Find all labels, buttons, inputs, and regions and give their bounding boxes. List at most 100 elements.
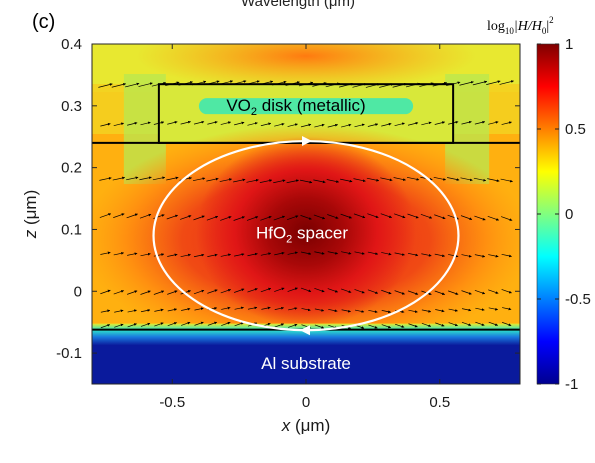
- quiver-arrow: [166, 176, 179, 181]
- quiver-arrow: [474, 289, 486, 295]
- y-tick-label: 0.4: [61, 36, 82, 53]
- quiver-arrow: [247, 288, 258, 293]
- colorbar-tick-label: 0: [565, 206, 573, 223]
- quiver-arrow: [486, 80, 501, 85]
- quiver-arrow: [341, 123, 352, 128]
- quiver-arrow: [220, 121, 232, 125]
- quiver-arrow: [139, 213, 152, 219]
- field-hotspot: [196, 136, 416, 327]
- quiver-arrow: [234, 288, 245, 293]
- quiver-arrow: [167, 308, 178, 312]
- quiver-arrow: [381, 289, 392, 295]
- quiver-arrow: [154, 322, 164, 327]
- quiver-arrow: [472, 80, 488, 86]
- quiver-arrow: [273, 215, 286, 221]
- heatmap-plot: [92, 44, 520, 384]
- quiver-arrow: [98, 83, 113, 88]
- quiver-arrow: [460, 177, 473, 182]
- quiver-arrow: [448, 308, 458, 312]
- quiver-arrow: [314, 324, 325, 329]
- quiver-arrow: [435, 322, 445, 327]
- quiver-arrow: [113, 213, 125, 218]
- colorbar: 1 0.5 0 -0.5 -1 log10|H/H0|2: [487, 15, 591, 393]
- hfo2-spacer-label: HfO2 spacer: [256, 224, 348, 246]
- quiver-arrow: [194, 307, 204, 311]
- quiver-arrow: [114, 323, 124, 328]
- quiver-arrow: [100, 251, 111, 255]
- quiver-arrow: [459, 81, 474, 86]
- quiver-arrow: [393, 177, 406, 181]
- quiver-arrow: [166, 214, 179, 220]
- x-tick-label: 0: [302, 394, 310, 411]
- quiver-arrow: [219, 178, 233, 182]
- quiver-arrow: [488, 321, 499, 326]
- quiver-arrow: [420, 214, 433, 219]
- quiver-arrow: [421, 253, 432, 257]
- quiver-arrow: [367, 289, 379, 294]
- quiver-arrow: [327, 251, 339, 255]
- quiver-arrow: [354, 289, 365, 294]
- quiver-arrow: [501, 253, 512, 258]
- field-substrate-fill: [92, 345, 520, 384]
- quiver-arrow: [314, 308, 325, 312]
- quiver-arrow: [327, 288, 339, 293]
- quiver-arrow: [408, 309, 418, 313]
- quiver-arrow: [406, 176, 420, 181]
- quiver-arrow: [100, 122, 111, 127]
- quiver-arrow: [434, 253, 446, 258]
- quiver-arrow: [314, 287, 325, 293]
- quiver-arrow: [220, 288, 232, 294]
- quiver-arrow: [247, 122, 258, 126]
- quiver-arrow: [340, 213, 352, 219]
- quiver-arrow: [127, 290, 138, 295]
- quiver-arrow: [114, 309, 124, 313]
- quiver-arrow: [138, 82, 153, 87]
- quiver-arrows: [98, 80, 514, 329]
- quiver-arrow: [100, 309, 111, 313]
- y-tick-label: 0.3: [61, 98, 82, 115]
- quiver-arrow: [273, 179, 286, 184]
- quiver-arrow: [394, 122, 405, 127]
- quiver-arrow: [407, 252, 419, 257]
- y-axis-label: z (μm): [21, 190, 40, 240]
- quiver-arrow: [394, 213, 406, 219]
- quiver-arrow: [180, 215, 192, 220]
- quiver-arrow: [421, 322, 432, 327]
- quiver-arrow: [127, 252, 138, 256]
- quiver-arrow: [192, 177, 206, 182]
- quiver-arrow: [140, 322, 151, 327]
- quiver-arrow: [153, 253, 165, 257]
- quiver-arrow: [461, 254, 472, 258]
- quiver-arrow: [500, 178, 513, 183]
- quiver-arrow: [125, 82, 140, 88]
- quiver-arrow: [487, 216, 500, 221]
- quiver-arrow: [394, 252, 405, 256]
- colorbar-tick-label: -0.5: [565, 291, 591, 308]
- quiver-arrow: [448, 290, 459, 295]
- x-tick-label: -0.5: [159, 394, 185, 411]
- quiver-arrow: [127, 309, 137, 313]
- quiver-arrow: [274, 306, 285, 310]
- quiver-arrow: [367, 251, 379, 256]
- quiver-arrow: [207, 121, 218, 125]
- quiver-arrow: [501, 289, 512, 294]
- quiver-arrow: [247, 252, 258, 257]
- quiver-arrow: [139, 176, 152, 181]
- colorbar-tick-label: -1: [565, 376, 578, 393]
- quiver-arrow: [194, 321, 204, 326]
- quiver-arrow: [381, 122, 392, 127]
- colorbar-title: log10|H/H0|2: [487, 15, 554, 36]
- quiver-arrow: [301, 308, 311, 312]
- quiver-arrow: [395, 323, 405, 328]
- colorbar-tick-label: 1: [565, 36, 573, 53]
- quiver-arrow: [326, 179, 340, 183]
- quiver-arrow: [381, 310, 392, 314]
- quiver-arrow: [234, 253, 245, 257]
- quiver-arrow: [407, 290, 419, 295]
- colorbar-title-text: log10|H/H0|2: [487, 15, 554, 36]
- quiver-arrow: [354, 251, 365, 255]
- plot-overlay: VO2 disk (metallic) HfO2 spacer Al substra…: [92, 83, 520, 373]
- colorbar-tick-label: 0.5: [565, 121, 586, 138]
- quiver-arrow: [448, 254, 459, 258]
